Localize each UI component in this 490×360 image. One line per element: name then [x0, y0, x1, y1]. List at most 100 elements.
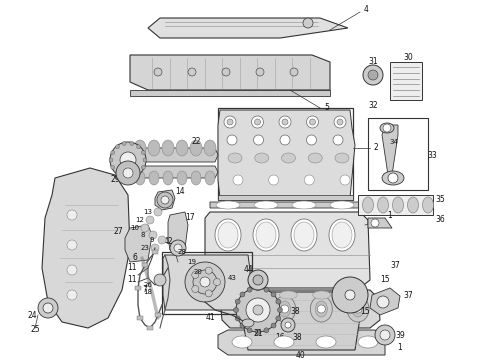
Text: 30: 30 — [403, 54, 413, 63]
Circle shape — [200, 277, 210, 287]
Ellipse shape — [134, 140, 146, 156]
Ellipse shape — [316, 301, 327, 317]
Circle shape — [141, 150, 146, 155]
Circle shape — [244, 305, 252, 313]
Circle shape — [240, 323, 245, 328]
Circle shape — [255, 285, 261, 291]
Polygon shape — [155, 190, 175, 210]
Text: 10: 10 — [130, 225, 140, 231]
Circle shape — [307, 116, 318, 128]
Circle shape — [253, 135, 264, 145]
Circle shape — [67, 210, 77, 220]
Circle shape — [236, 288, 280, 332]
Polygon shape — [130, 166, 218, 178]
Text: 11: 11 — [127, 275, 137, 284]
Circle shape — [43, 303, 53, 313]
Circle shape — [111, 150, 115, 155]
Ellipse shape — [215, 219, 241, 251]
Circle shape — [154, 274, 166, 286]
Circle shape — [247, 328, 252, 333]
Circle shape — [253, 275, 263, 285]
Circle shape — [337, 119, 343, 125]
Bar — [390, 62, 422, 100]
Circle shape — [271, 323, 276, 328]
Ellipse shape — [163, 171, 173, 185]
Ellipse shape — [232, 336, 252, 348]
Circle shape — [307, 135, 317, 145]
Ellipse shape — [358, 336, 378, 348]
Bar — [368, 118, 428, 190]
Circle shape — [290, 68, 298, 76]
Text: 41: 41 — [205, 314, 215, 323]
Polygon shape — [218, 330, 385, 355]
Ellipse shape — [347, 296, 369, 322]
Circle shape — [205, 290, 212, 297]
Circle shape — [368, 70, 378, 80]
Circle shape — [109, 158, 113, 162]
Ellipse shape — [177, 171, 187, 185]
Circle shape — [154, 208, 162, 216]
Ellipse shape — [332, 222, 352, 248]
Polygon shape — [130, 148, 218, 162]
Polygon shape — [370, 288, 400, 315]
Ellipse shape — [291, 219, 317, 251]
Circle shape — [354, 305, 362, 313]
Circle shape — [157, 192, 173, 208]
Circle shape — [123, 168, 133, 178]
Circle shape — [67, 290, 77, 300]
Ellipse shape — [382, 171, 404, 185]
Polygon shape — [220, 290, 380, 328]
Text: 13: 13 — [144, 209, 152, 215]
Circle shape — [141, 165, 146, 169]
Ellipse shape — [216, 201, 240, 209]
Text: 1: 1 — [388, 211, 392, 220]
Text: 6: 6 — [133, 253, 137, 262]
Circle shape — [224, 116, 236, 128]
Text: 8: 8 — [141, 232, 145, 238]
Circle shape — [111, 165, 115, 169]
Ellipse shape — [190, 140, 202, 156]
Text: 37: 37 — [390, 261, 400, 270]
Circle shape — [247, 287, 252, 292]
Text: 14: 14 — [175, 188, 185, 197]
Polygon shape — [130, 55, 330, 90]
Circle shape — [282, 119, 288, 125]
Bar — [358, 195, 433, 215]
Ellipse shape — [218, 222, 238, 248]
Circle shape — [235, 299, 240, 304]
Text: 5: 5 — [324, 104, 329, 112]
Circle shape — [276, 299, 281, 304]
Ellipse shape — [316, 336, 336, 348]
Text: 33: 33 — [427, 150, 437, 159]
Circle shape — [277, 307, 283, 312]
Circle shape — [193, 270, 217, 294]
Text: 43: 43 — [227, 275, 237, 281]
Circle shape — [122, 175, 126, 179]
Circle shape — [149, 231, 157, 239]
Circle shape — [255, 329, 261, 334]
Bar — [137, 316, 143, 320]
Circle shape — [388, 173, 398, 183]
Text: 40: 40 — [295, 351, 305, 360]
Circle shape — [248, 270, 268, 290]
Ellipse shape — [205, 171, 215, 185]
Circle shape — [371, 219, 379, 227]
Circle shape — [377, 296, 389, 308]
Circle shape — [264, 328, 269, 333]
Circle shape — [380, 330, 390, 340]
Circle shape — [251, 116, 264, 128]
Ellipse shape — [237, 296, 259, 322]
Bar — [218, 195, 353, 200]
Ellipse shape — [279, 301, 291, 317]
Text: 37: 37 — [403, 291, 413, 300]
Ellipse shape — [176, 140, 188, 156]
Polygon shape — [218, 110, 355, 198]
Polygon shape — [368, 218, 392, 228]
Polygon shape — [205, 212, 370, 288]
Ellipse shape — [204, 140, 216, 156]
Circle shape — [110, 142, 146, 178]
Polygon shape — [42, 168, 130, 328]
Circle shape — [154, 68, 162, 76]
Circle shape — [116, 145, 120, 149]
Ellipse shape — [310, 296, 332, 322]
